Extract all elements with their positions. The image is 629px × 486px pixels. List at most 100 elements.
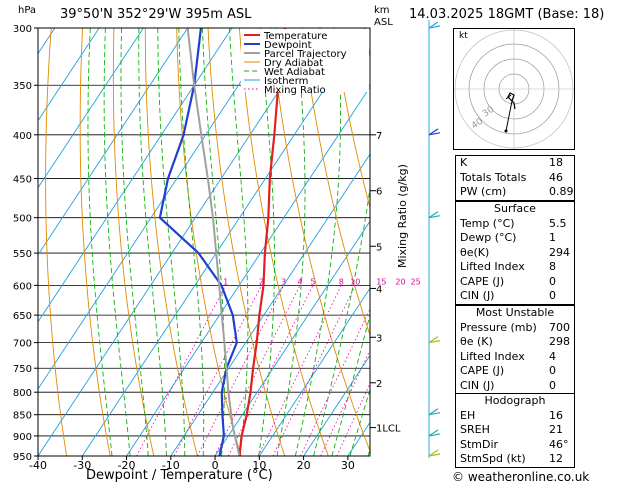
hodograph-table: Hodograph EH 16 SREH 21 StmDir 46° StmSpd (… xyxy=(455,393,575,468)
isotherm-line xyxy=(38,28,321,456)
wind-barb xyxy=(428,449,439,457)
mu-value: 0 xyxy=(549,364,556,377)
mixing-ratio-label: 8 xyxy=(339,277,344,286)
mixing-ratio-label: 25 xyxy=(411,277,421,286)
pressure-tick-label: 950 xyxy=(13,452,32,463)
credit-text: © weatheronline.co.uk xyxy=(452,470,590,484)
altitude-unit-label: km ASL xyxy=(374,5,393,29)
isotherm-line xyxy=(38,28,233,323)
dry-adiabat-line xyxy=(45,28,68,456)
x-tick-label: 30 xyxy=(341,459,355,472)
index-key: K xyxy=(460,156,468,169)
wind-barb xyxy=(428,340,441,344)
surface-key: CIN (J) xyxy=(460,289,495,302)
wet-adiabat-line xyxy=(276,28,306,456)
pressure-tick-label: 750 xyxy=(13,364,32,375)
surface-row: θe(K) 294 xyxy=(456,246,574,261)
legend-label: Dry Adiabat xyxy=(264,58,323,69)
mu-key: Pressure (mb) xyxy=(460,320,537,334)
pressure-unit-label: hPa xyxy=(18,5,37,16)
surface-row: Temp (°C) 5.5 xyxy=(456,217,574,232)
legend-label: Wet Adiabat xyxy=(264,67,325,78)
hodo-value: 16 xyxy=(549,408,563,422)
km-tick-label: 1LCL xyxy=(376,424,401,435)
wet-adiabat-line xyxy=(120,28,149,456)
mixing-ratio-label: 2 xyxy=(259,277,264,286)
mu-value: 0 xyxy=(549,378,556,392)
dry-adiabat-line xyxy=(270,28,370,453)
dry-adiabat-line xyxy=(207,28,286,456)
index-row: K 18 xyxy=(456,156,574,171)
mu-value: 700 xyxy=(549,320,570,334)
surface-value: 8 xyxy=(549,260,556,273)
mixing-ratio-label: 5 xyxy=(310,277,315,286)
wind-barb xyxy=(428,336,439,344)
mu-row: Pressure (mb) 700 xyxy=(456,321,574,336)
hodo-value: 12 xyxy=(549,452,563,465)
legend-label: Parcel Trajectory xyxy=(264,49,347,60)
surface-value: 294 xyxy=(549,245,570,259)
mixing-ratio-line xyxy=(197,285,285,456)
hodo-ring-label: 40 xyxy=(470,117,485,132)
mixing-ratio-label: 4 xyxy=(297,277,302,286)
most-unstable-table: Most Unstable Pressure (mb) 700 θe (K) 298… xyxy=(455,305,575,394)
hodo-arrow xyxy=(505,94,512,100)
pressure-tick-label: 550 xyxy=(13,249,32,260)
legend-label: Isotherm xyxy=(264,76,308,87)
hodograph-plot: 40 30 xyxy=(454,29,574,149)
index-value: 0.89 xyxy=(549,185,574,198)
mixing-ratio-line xyxy=(272,285,356,456)
hodo-row: SREH 21 xyxy=(456,423,574,438)
dry-adiabat-line xyxy=(176,28,242,456)
x-axis-label: Dewpoint / Temperature (°C) xyxy=(86,468,273,483)
x-tick-label: 20 xyxy=(297,459,311,472)
surface-row: CAPE (J) 0 xyxy=(456,275,574,290)
wind-barb xyxy=(428,215,441,219)
hodograph-table-title: Hodograph xyxy=(484,394,546,407)
hodo-trace xyxy=(507,92,516,110)
pressure-tick-label: 850 xyxy=(13,411,32,422)
hodo-key: StmDir xyxy=(460,437,499,451)
hodo-storm-motion xyxy=(504,129,508,133)
mu-row: CAPE (J) 0 xyxy=(456,364,574,379)
mixing-ratio-label: 10 xyxy=(350,277,360,286)
x-tick-label: -30 xyxy=(73,459,91,472)
wind-barb xyxy=(428,211,439,219)
mu-key: θe (K) xyxy=(460,335,493,348)
wind-barb xyxy=(428,408,439,416)
mu-value: 298 xyxy=(549,335,570,348)
mixing-ratio-line xyxy=(257,285,342,456)
plot-frame xyxy=(37,27,371,457)
index-value: 18 xyxy=(549,156,563,169)
hodo-key: SREH xyxy=(460,423,490,436)
hodo-value: 21 xyxy=(549,423,563,436)
index-row: Totals Totals 46 xyxy=(456,171,574,186)
isotherm-line xyxy=(38,28,100,122)
legend-label: Temperature xyxy=(263,31,327,42)
legend-label: Dewpoint xyxy=(264,40,312,51)
dry-adiabat-line xyxy=(79,28,111,456)
isotherm-line xyxy=(214,220,370,456)
surface-value: 1 xyxy=(549,231,556,244)
surface-key: θe(K) xyxy=(460,245,490,259)
station-location: 39°50'N 352°29'W 395m ASL xyxy=(60,7,252,22)
parcel-trajectory-line xyxy=(186,28,241,456)
mixing-ratio-line xyxy=(227,285,314,456)
mu-key: CAPE (J) xyxy=(460,364,505,377)
surface-row: Dewp (°C) 1 xyxy=(456,231,574,246)
mu-key: Lifted Index xyxy=(460,349,525,363)
mixing-ratio-label: 20 xyxy=(395,277,405,286)
wind-barb xyxy=(428,412,441,416)
index-key: PW (cm) xyxy=(460,185,507,198)
mu-value: 4 xyxy=(549,349,556,363)
dry-adiabat-line xyxy=(238,28,329,456)
mu-key: CIN (J) xyxy=(460,378,495,392)
km-tick-label: 2 xyxy=(376,379,382,390)
dry-adiabat-line xyxy=(112,28,155,456)
dry-adiabat-line xyxy=(144,28,198,456)
wet-adiabat-line xyxy=(202,28,226,456)
x-tick-label: -20 xyxy=(118,459,136,472)
hodo-ring-label: 30 xyxy=(481,105,496,120)
hodo-row: StmDir 46° xyxy=(456,438,574,453)
pressure-tick-label: 500 xyxy=(13,214,32,225)
